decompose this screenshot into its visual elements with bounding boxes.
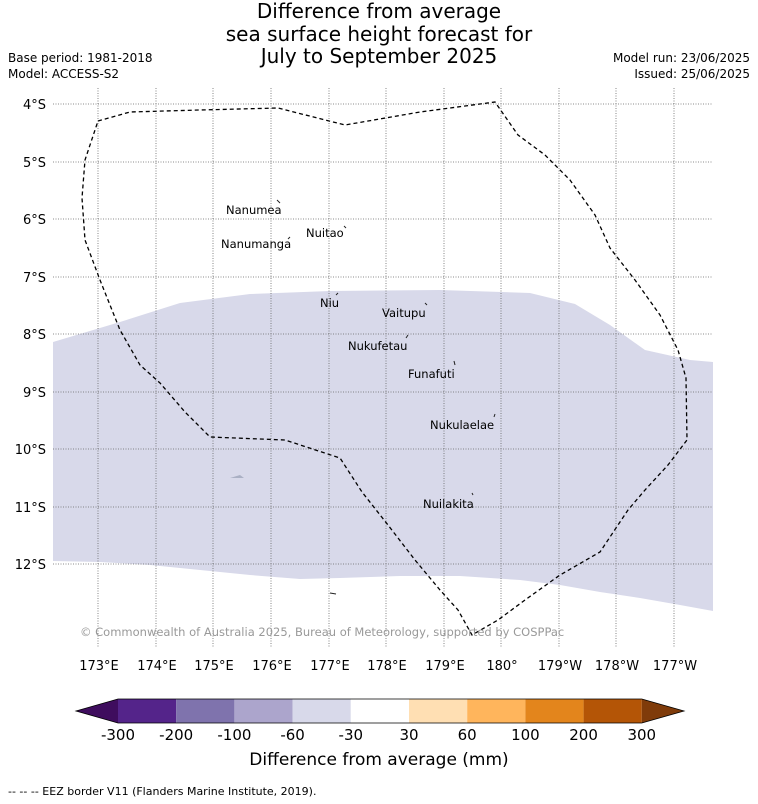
- map-title: Difference from average sea surface heig…: [0, 0, 758, 68]
- model-run: Model run: 23/06/2025: [612, 51, 750, 65]
- lat-label: 11°S: [15, 501, 46, 516]
- eez-legend-note: -- -- -- EEZ border V11 (Flanders Marine…: [8, 785, 317, 798]
- colorbar-tick: 30: [399, 726, 418, 744]
- lat-label: 9°S: [23, 386, 46, 401]
- base-period: Base period: 1981-2018: [8, 51, 153, 65]
- lon-label: 175°E: [194, 659, 234, 674]
- title-line-2: sea surface height forecast for: [225, 21, 533, 46]
- lon-label: 174°E: [137, 659, 177, 674]
- lat-label: 12°S: [15, 558, 46, 573]
- island-shape: [453, 360, 456, 366]
- island-shape: [287, 236, 291, 240]
- lat-label: 10°S: [15, 443, 46, 458]
- lon-gridlines: [97, 88, 675, 648]
- island-label-nuitao: Nuitao: [306, 226, 344, 240]
- lon-label: 176°E: [252, 659, 292, 674]
- island-shape: [276, 199, 281, 204]
- colorbar-tick: -30: [339, 726, 364, 744]
- issued-date: Issued: 25/06/2025: [634, 67, 750, 81]
- colorbar-ticks: -300 -200 -100 -60 -30 30 60 100 200 300: [101, 726, 656, 744]
- lat-label: 6°S: [23, 213, 46, 228]
- colorbar-tick: -200: [159, 726, 193, 744]
- island-label-nukulaelae: Nukulaelae: [430, 418, 494, 432]
- colorbar-segment: [234, 699, 293, 723]
- lon-label: 178°W: [595, 659, 639, 674]
- colorbar-outline: [74, 698, 686, 724]
- lon-labels: 173°E 174°E 175°E 176°E 177°E 178°E 179°…: [79, 659, 697, 674]
- model-info: Base period: 1981-2018 Model: ACCESS-S2: [8, 50, 153, 82]
- island-label-funafuti: Funafuti: [408, 367, 455, 381]
- island-shape: [424, 302, 428, 306]
- island-shape: [405, 334, 409, 339]
- island-shape: [471, 492, 474, 496]
- anomaly-region: [53, 290, 713, 611]
- island-shape: [335, 292, 339, 296]
- colorbar-segment: [118, 699, 177, 723]
- colorbar-segment: [467, 699, 526, 723]
- lon-label: 177°W: [653, 659, 697, 674]
- island-label-nanumanga: Nanumanga: [221, 237, 291, 251]
- lat-label: 5°S: [23, 156, 46, 171]
- island-shape: [493, 413, 496, 418]
- lat-label: 7°S: [23, 271, 46, 286]
- colorbar-tick: 100: [511, 726, 540, 744]
- colorbar: [74, 698, 686, 724]
- island-shape: [343, 225, 347, 229]
- title-line-3: July to September 2025: [260, 44, 498, 68]
- lon-label: 180°: [486, 659, 517, 674]
- island-labels: Nanumea Nuitao Nanumanga Niu Vaitupu Nuk…: [221, 203, 494, 511]
- copyright-notice: © Commonwealth of Australia 2025, Bureau…: [80, 625, 564, 639]
- colorbar-segment: [525, 699, 584, 723]
- island-label-nukufetau: Nukufetau: [348, 339, 407, 353]
- lon-label: 179°W: [538, 659, 582, 674]
- island-label-nanumea: Nanumea: [226, 203, 282, 217]
- eez-border: [81, 101, 688, 636]
- lat-label: 4°S: [23, 98, 46, 113]
- lon-label: 179°E: [425, 659, 465, 674]
- run-info: Model run: 23/06/2025 Issued: 25/06/2025: [613, 50, 750, 82]
- model-name: Model: ACCESS-S2: [8, 67, 120, 81]
- colorbar-segment: [292, 699, 351, 723]
- colorbar-tick: 60: [458, 726, 477, 744]
- island-shapes: [276, 199, 496, 595]
- lat-labels: 4°S 5°S 6°S 7°S 8°S 9°S 10°S 11°S 12°S: [15, 98, 46, 573]
- colorbar-tick: -300: [101, 726, 135, 744]
- colorbar-tick: 200: [569, 726, 598, 744]
- island-shape: [329, 592, 337, 595]
- lon-label: 178°E: [367, 659, 407, 674]
- lat-gridlines: [53, 103, 713, 565]
- colorbar-segment: [176, 699, 235, 723]
- island-label-niu: Niu: [320, 296, 339, 310]
- map-panel: Nanumea Nuitao Nanumanga Niu Vaitupu Nuk…: [53, 88, 713, 648]
- colorbar-segment: [583, 699, 642, 723]
- lon-label: 177°E: [310, 659, 350, 674]
- island-label-nuilakita: Nuilakita: [423, 497, 474, 511]
- colorbar-segment: [409, 699, 468, 723]
- colorbar-tick: -60: [280, 726, 305, 744]
- colorbar-tick: 300: [627, 726, 656, 744]
- colorbar-tick: -100: [217, 726, 251, 744]
- colorbar-extend-high: [641, 699, 684, 723]
- title-line-1: Difference from average: [256, 0, 502, 23]
- lat-label: 8°S: [23, 328, 46, 343]
- island-label-vaitupu: Vaitupu: [382, 306, 426, 320]
- lon-label: 173°E: [79, 659, 119, 674]
- reef-shape: [230, 475, 244, 478]
- colorbar-label: Difference from average (mm): [249, 750, 509, 770]
- colorbar-segment: [350, 699, 409, 723]
- colorbar-extend-low: [76, 699, 118, 723]
